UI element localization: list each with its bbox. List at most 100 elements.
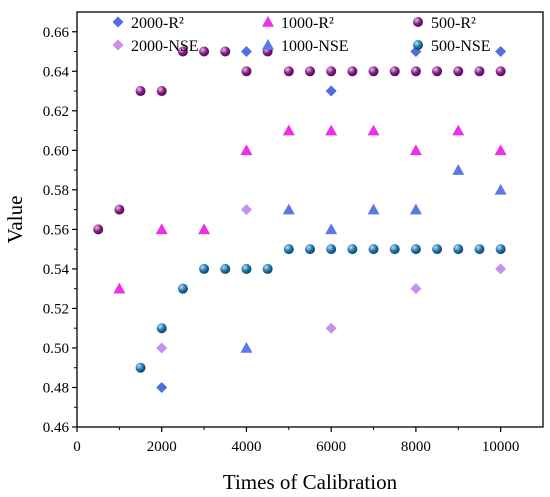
data-point	[495, 66, 506, 77]
data-point	[432, 244, 443, 255]
data-point	[432, 66, 443, 77]
legend: 2000-R² 2000-NSE 1000-R² 1000-NSE 500-R² 500-…	[112, 15, 491, 55]
data-point	[389, 66, 400, 77]
data-point	[410, 283, 422, 295]
data-point	[495, 46, 507, 58]
data-point	[325, 85, 337, 97]
data-point	[240, 144, 253, 156]
legend-label: 1000-R²	[281, 15, 334, 32]
data-point	[347, 66, 358, 77]
legend-marker	[413, 17, 423, 27]
data-point	[177, 46, 188, 57]
y-tick-label: 0.54	[43, 262, 70, 278]
y-tick-label: 0.60	[43, 143, 69, 159]
data-point	[367, 124, 380, 136]
data-point	[113, 282, 126, 294]
y-tick-label: 0.50	[43, 341, 69, 357]
data-point	[325, 322, 337, 334]
data-point	[474, 66, 485, 77]
legend-label: 500-NSE	[431, 38, 491, 55]
data-point	[282, 203, 295, 215]
data-point	[389, 244, 400, 255]
data-point	[240, 204, 252, 216]
legend-marker	[112, 16, 124, 28]
legend-marker	[413, 40, 423, 50]
data-point	[177, 283, 188, 294]
y-axis-title: Value	[3, 196, 27, 244]
data-point	[305, 244, 315, 255]
data-point	[262, 263, 273, 274]
axis-ticks: 0 2000 4000 6000 8000 10000 0.46 0.48 0.50 0.52 0.…	[43, 25, 520, 455]
data-point	[494, 183, 507, 195]
data-point	[199, 46, 210, 57]
y-tick-label: 0.48	[43, 380, 69, 396]
data-points	[93, 46, 507, 393]
data-point	[494, 144, 507, 156]
x-tick-label: 4000	[231, 439, 261, 455]
data-point	[156, 342, 168, 354]
data-point	[368, 66, 379, 77]
legend-label: 1000-NSE	[281, 38, 349, 55]
legend-marker	[262, 39, 274, 50]
data-point	[409, 144, 422, 156]
data-point	[241, 263, 252, 274]
data-point	[325, 124, 338, 136]
data-point	[135, 86, 146, 97]
y-tick-label: 0.64	[43, 64, 70, 80]
data-point	[198, 223, 211, 235]
data-point	[453, 66, 464, 77]
data-point	[326, 244, 337, 255]
data-point	[283, 66, 294, 77]
y-tick-label: 0.56	[43, 222, 70, 238]
data-point	[156, 323, 167, 334]
x-tick-label: 0	[73, 439, 81, 455]
legend-marker	[112, 39, 124, 51]
legend-label: 2000-NSE	[131, 38, 199, 55]
plot-frame	[76, 11, 544, 428]
x-axis-title: Times of Calibration	[223, 470, 398, 494]
legend-marker	[262, 16, 274, 27]
data-point	[305, 66, 315, 77]
data-point	[474, 244, 485, 255]
data-point	[240, 46, 252, 58]
data-point	[135, 362, 146, 373]
data-point	[495, 263, 507, 275]
data-point	[367, 203, 380, 215]
data-point	[155, 223, 168, 235]
data-point	[326, 66, 337, 77]
data-point	[156, 86, 167, 97]
data-point	[220, 46, 231, 57]
data-point	[199, 263, 210, 274]
data-point	[495, 244, 506, 255]
data-point	[240, 341, 253, 353]
data-point	[347, 244, 358, 255]
legend-label: 500-R²	[431, 15, 476, 32]
data-point	[410, 244, 421, 255]
data-point	[325, 223, 338, 235]
data-point	[452, 164, 465, 175]
y-tick-label: 0.66	[43, 25, 70, 41]
data-point	[93, 224, 104, 235]
y-tick-label: 0.52	[43, 301, 69, 317]
x-tick-label: 10000	[482, 439, 520, 455]
legend-label: 2000-R²	[131, 15, 184, 32]
data-point	[410, 66, 421, 77]
data-point	[453, 244, 464, 255]
x-tick-label: 2000	[147, 439, 177, 455]
data-point	[156, 381, 168, 393]
data-point	[283, 244, 294, 255]
y-tick-label: 0.58	[43, 183, 69, 199]
data-point	[114, 204, 125, 215]
data-point	[220, 263, 231, 274]
x-tick-label: 8000	[401, 439, 431, 455]
data-point	[409, 203, 422, 215]
data-point	[282, 124, 295, 136]
data-point	[241, 66, 252, 77]
y-tick-label: 0.62	[43, 104, 69, 120]
data-point	[452, 124, 465, 136]
y-tick-label: 0.46	[43, 420, 70, 436]
x-tick-label: 6000	[316, 439, 346, 455]
data-point	[368, 244, 379, 255]
